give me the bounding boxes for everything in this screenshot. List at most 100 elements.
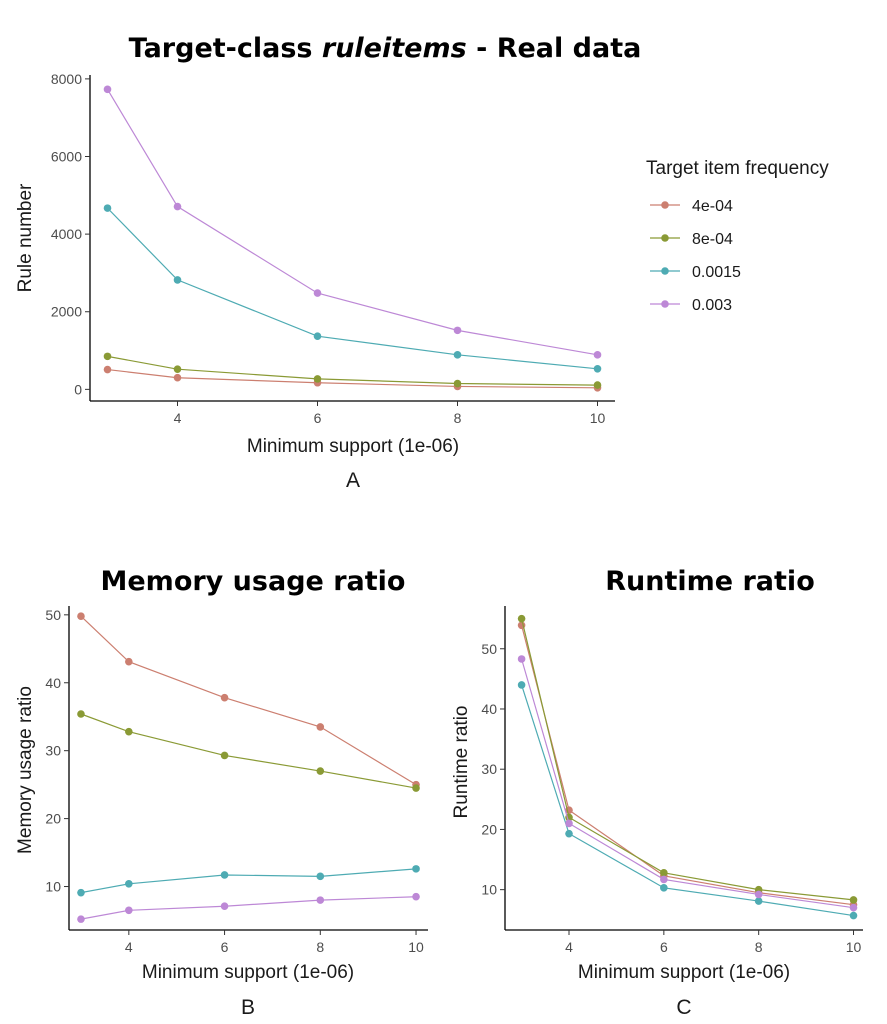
- panel-c-y-tick-label: 50: [481, 641, 497, 657]
- data-point-0.0015: [313, 332, 322, 340]
- data-point-8e-04: [849, 896, 858, 904]
- panel-b: Memory usage ratio 10 20 30 40 50 4 6 8 10 Minim…: [15, 566, 428, 1019]
- panel-a-y-tick-label: 0: [74, 381, 82, 397]
- panel-a-label: A: [346, 469, 360, 492]
- panel-c-x-tick-label: 8: [755, 939, 763, 955]
- panel-a-x-tick-label: 10: [590, 410, 606, 426]
- data-point-0.003: [316, 896, 325, 904]
- panel-b-y-tick-label: 30: [45, 743, 61, 759]
- data-point-0.0015: [316, 872, 325, 881]
- panel-b-x-tick-label: 6: [221, 939, 229, 955]
- series-line-0.003: [106, 89, 598, 356]
- panel-b-x-axis-title: Minimum support (1e-06): [142, 962, 354, 983]
- data-point-0.003: [125, 906, 133, 915]
- panel-a-title: Target-class ruleitems - Real data: [129, 33, 642, 64]
- data-point-8e-04: [313, 375, 322, 383]
- data-point-0.003: [660, 875, 668, 884]
- panel-b-label: B: [241, 996, 255, 1019]
- panel-b-title: Memory usage ratio: [101, 566, 406, 597]
- legend-label: 0.0015: [692, 264, 741, 281]
- data-point-0.003: [453, 326, 462, 335]
- panel-c-y-tick-label: 30: [481, 761, 497, 777]
- data-point-0.003: [412, 892, 420, 901]
- panel-c-y-tick-label: 20: [481, 821, 497, 837]
- data-point-0.003: [593, 351, 602, 359]
- data-point-8e-04: [453, 379, 462, 388]
- panel-a-x-axis-title: Minimum support (1e-06): [247, 436, 459, 457]
- panel-b-y-tick-label: 10: [45, 879, 61, 895]
- data-point-0.0015: [173, 276, 182, 284]
- legend-key-point: [661, 267, 669, 275]
- data-point-0.003: [849, 903, 858, 912]
- panel-a-y-tick-label: 6000: [51, 149, 82, 165]
- data-point-0.0015: [220, 871, 229, 879]
- panel-c-y-tick-label: 10: [481, 882, 497, 898]
- legend-title: Target item frequency: [646, 158, 829, 179]
- data-point-0.003: [313, 289, 322, 297]
- legend-key-point: [661, 201, 669, 209]
- panel-c-title: Runtime ratio: [605, 566, 815, 597]
- panel-a-x-tick-label: 6: [314, 410, 322, 426]
- data-point-4e-04: [103, 365, 112, 374]
- data-point-0.003: [754, 890, 763, 899]
- data-point-0.003: [77, 915, 85, 923]
- data-point-4e-04: [220, 693, 229, 702]
- data-point-0.0015: [565, 829, 573, 838]
- legend-label: 0.003: [692, 297, 732, 314]
- panel-b-plot: 10 20 30 40 50 4 6 8 10: [45, 606, 428, 955]
- data-point-8e-04: [173, 365, 182, 373]
- legend: Target item frequency 4e-04 8e-04 0.0015 0.…: [646, 158, 829, 314]
- panel-b-y-tick-label: 50: [45, 607, 61, 623]
- legend-label: 8e-04: [692, 231, 733, 248]
- series-line-0.003: [521, 658, 854, 909]
- panel-c-label: C: [676, 996, 691, 1019]
- data-point-8e-04: [316, 767, 325, 775]
- series-line-8e-04: [80, 713, 417, 789]
- panel-c-x-axis-title: Minimum support (1e-06): [578, 962, 790, 983]
- legend-key-point: [661, 300, 669, 308]
- data-point-0.0015: [103, 204, 112, 212]
- data-point-0.0015: [593, 364, 602, 373]
- series-line-0.0015: [107, 207, 598, 370]
- panel-c-y-tick-label: 40: [481, 701, 497, 717]
- data-point-0.003: [517, 655, 526, 663]
- data-point-0.003: [220, 902, 229, 911]
- series-line-0.0015: [80, 868, 417, 894]
- panel-a-y-tick-label: 2000: [51, 304, 82, 320]
- panel-b-x-tick-label: 10: [408, 939, 424, 955]
- data-point-0.0015: [453, 351, 462, 359]
- panel-c: Runtime ratio 10 20 30 40 50 4 6 8 10 Minimum su…: [451, 566, 863, 1019]
- panel-c-y-axis-title: Runtime ratio: [451, 706, 472, 819]
- data-point-0.0015: [517, 681, 526, 689]
- data-point-8e-04: [517, 614, 526, 623]
- data-point-0.0015: [754, 897, 763, 905]
- data-point-0.0015: [849, 911, 858, 920]
- data-point-0.003: [565, 819, 573, 828]
- data-point-0.003: [173, 202, 182, 211]
- panel-b-y-tick-label: 20: [45, 811, 61, 827]
- panel-a-y-axis-title: Rule number: [15, 183, 36, 292]
- panel-c-plot: 10 20 30 40 50 4 6 8 10: [481, 606, 863, 955]
- panel-a-y-tick-label: 4000: [51, 226, 82, 242]
- series-line-8e-04: [107, 355, 598, 386]
- panel-a-x-tick-label: 4: [174, 410, 182, 426]
- panel-b-y-axis-title: Memory usage ratio: [15, 686, 36, 854]
- data-point-4e-04: [316, 723, 325, 731]
- panel-b-x-tick-label: 8: [316, 939, 324, 955]
- panel-a-plot: 0 2000 4000 6000 8000 4 6 8 10: [51, 71, 615, 426]
- series-line-0.0015: [521, 684, 854, 917]
- data-point-4e-04: [173, 373, 182, 382]
- data-point-8e-04: [220, 751, 229, 760]
- data-point-0.0015: [125, 880, 133, 888]
- panel-a: Target-class ruleitems - Real data 0 2000…: [15, 33, 641, 492]
- panel-c-x-tick-label: 10: [846, 939, 862, 955]
- data-point-8e-04: [103, 352, 112, 361]
- data-point-0.0015: [77, 888, 85, 897]
- series-line-8e-04: [521, 618, 854, 901]
- data-point-0.0015: [412, 865, 420, 873]
- data-point-8e-04: [125, 727, 133, 736]
- panel-c-x-tick-label: 4: [565, 939, 573, 955]
- panel-c-x-tick-label: 6: [660, 939, 668, 955]
- data-point-4e-04: [125, 657, 133, 666]
